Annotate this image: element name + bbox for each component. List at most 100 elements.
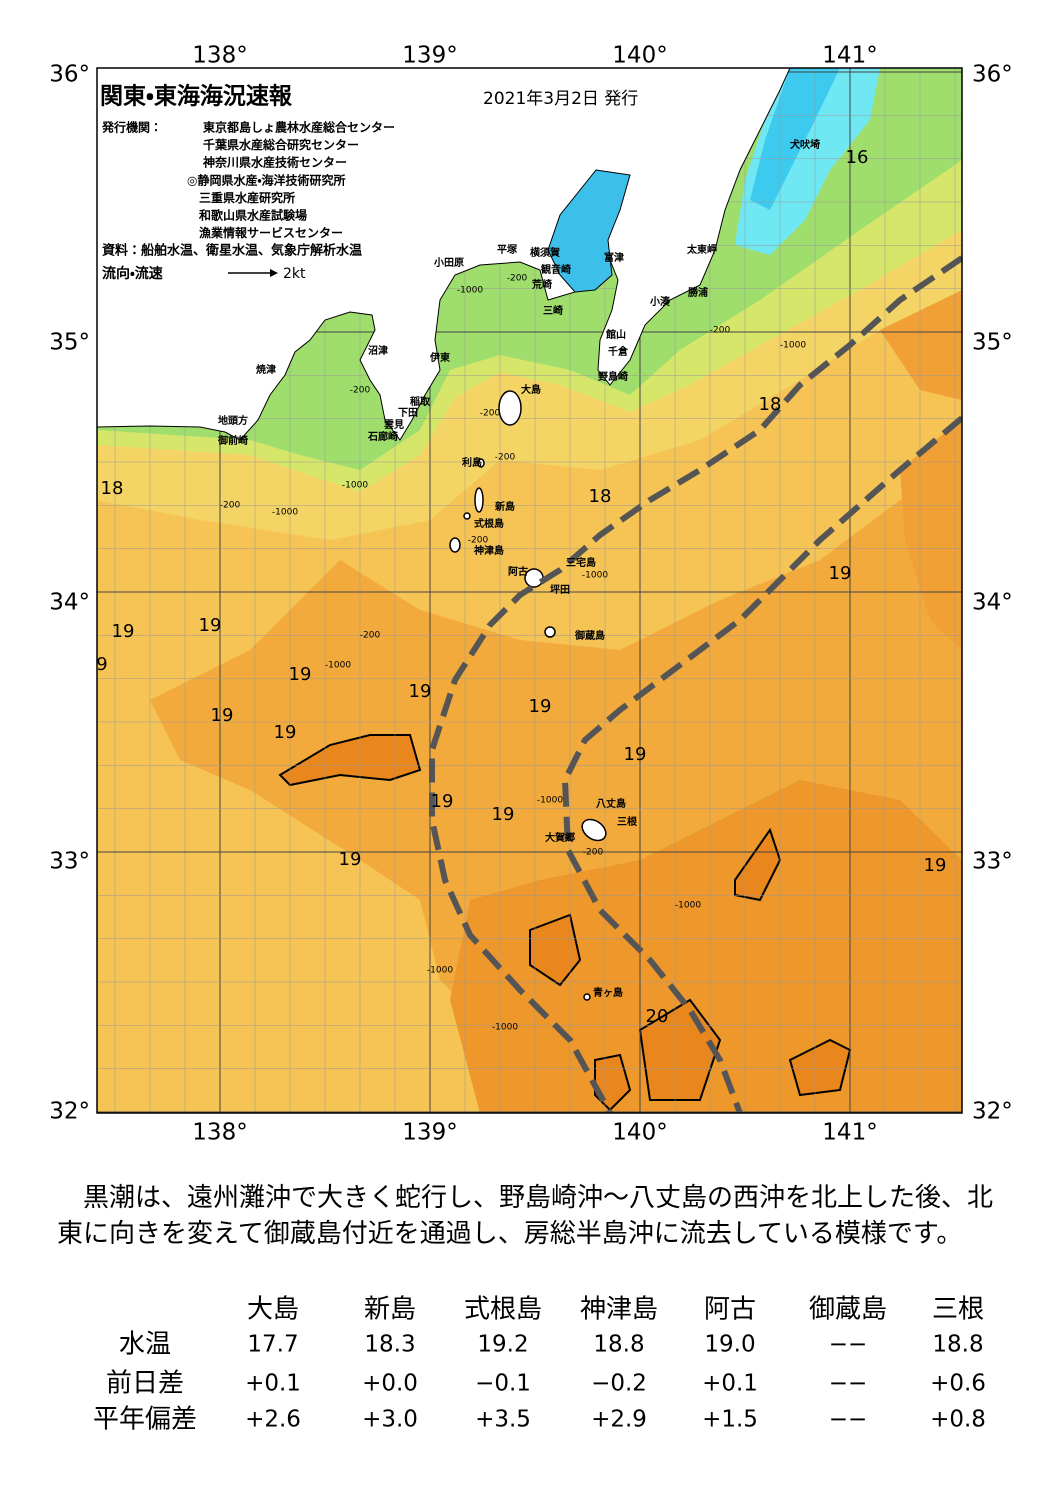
place-name: 平塚: [497, 243, 518, 256]
warm-patch: [788, 1038, 852, 1097]
table-row-label: 前日差: [106, 1369, 184, 1399]
warm-patches: [278, 734, 852, 1112]
table-cell: 19.2: [477, 1332, 528, 1358]
table-cell: +2.9: [591, 1407, 647, 1433]
description: 黒潮は、遠州灘沖で大きく蛇行し、野島崎沖～八丈島の西沖を北上した後、北東に向きを…: [57, 1183, 994, 1249]
island: [581, 818, 607, 842]
longitude-label: 138°: [192, 43, 247, 69]
latitude-label: 34°: [972, 590, 1013, 616]
depth-label: -1000: [582, 571, 608, 581]
place-name: 神津島: [473, 544, 504, 557]
place-name: 伊東: [429, 351, 450, 364]
place-name: 御蔵島: [574, 629, 605, 642]
publisher: 漁業情報サービスセンター: [199, 225, 343, 240]
place-name: 小湊: [649, 295, 671, 308]
temperature-label: 18: [589, 486, 612, 507]
place-name: 青ヶ島: [593, 986, 623, 999]
temperature-label: 19: [431, 791, 454, 812]
depth-label: -1000: [780, 341, 806, 351]
depth-label: -200: [350, 386, 371, 396]
place-name: 太東岬: [686, 243, 717, 256]
place-name: 大島: [521, 383, 541, 396]
publisher: 東京都島しょ農林水産総合センター: [203, 120, 395, 135]
place-name: 館山: [605, 328, 626, 341]
place-name: 稲取: [410, 395, 431, 408]
kuroshio: [429, 255, 962, 1113]
place-name: 三宅島: [566, 556, 596, 569]
temperature-label: 18: [759, 394, 782, 415]
latitude-label: 34°: [49, 590, 90, 616]
place-name: 大賀郷: [545, 831, 575, 844]
temperature-label: 19: [199, 615, 222, 636]
table-cell: −−: [829, 1332, 868, 1358]
place-name: 下田: [398, 407, 418, 419]
table-cell: −−: [829, 1407, 868, 1433]
table-header: 新島: [364, 1295, 416, 1325]
temperature-label: 19: [409, 681, 432, 702]
temperature-label: 19: [529, 696, 552, 717]
temperature-label: 16: [846, 147, 869, 168]
depth-label: -200: [583, 848, 604, 858]
table-cell: −0.1: [475, 1371, 531, 1397]
depth-label: -200: [710, 326, 731, 336]
table-cell: 18.3: [364, 1332, 415, 1358]
temperature-label: 19: [211, 705, 234, 726]
publisher-label: 発行機関：: [101, 120, 162, 135]
sea-dark-orange: [450, 780, 962, 1113]
depth-label: -200: [495, 453, 516, 463]
longitude-label: 141°: [822, 43, 877, 69]
longitude-label: 141°: [822, 1120, 877, 1146]
longitude-label: 138°: [192, 1120, 247, 1146]
title: 関東・東海海況速報: [100, 83, 293, 110]
temperature-label: 19: [829, 563, 852, 584]
place-name: 野島崎: [598, 370, 628, 383]
place-name: 犬吠埼: [790, 138, 820, 151]
place-name: 坪田: [550, 583, 570, 596]
sea-cyan: [735, 68, 880, 255]
temperature-label: 19: [339, 849, 362, 870]
place-name: 富津: [604, 251, 624, 264]
depth-label: -200: [220, 501, 241, 511]
island: [477, 458, 485, 468]
place-name: 三根: [617, 815, 638, 828]
sea-blue: [750, 68, 840, 210]
longitude-label: 140°: [612, 1120, 667, 1146]
islands: [449, 390, 607, 1001]
publisher: 神奈川県水産技術センター: [202, 155, 347, 170]
temperature-label: 20: [646, 1006, 669, 1027]
longitude-label: 139°: [402, 43, 457, 69]
issue-date: 2021年3月2日 発行: [483, 89, 638, 109]
place-name: 御前崎: [217, 434, 248, 447]
latitude-label: 32°: [49, 1099, 90, 1125]
place-name: 横須賀: [530, 246, 560, 259]
map-frame: [96, 67, 963, 1114]
table-cell: 18.8: [932, 1332, 983, 1358]
temperature-label: 19: [924, 855, 947, 876]
depth-label: -1000: [325, 661, 351, 671]
warm-patch: [734, 827, 782, 902]
temperature-label: 19: [112, 621, 135, 642]
table-header: 御蔵島: [809, 1295, 887, 1325]
place-name: 観音崎: [541, 263, 571, 276]
latitude-label: 33°: [972, 849, 1013, 875]
table-cell: +0.0: [362, 1371, 418, 1397]
place-name: 三崎: [543, 304, 563, 317]
island: [449, 537, 461, 553]
table-cell: +1.5: [702, 1407, 758, 1433]
land: [97, 68, 791, 441]
table-cell: −−: [829, 1371, 868, 1397]
island: [583, 993, 591, 1001]
table-cell: +0.8: [930, 1407, 986, 1433]
depth-label: -1000: [457, 286, 483, 296]
legend-arrowhead: [270, 269, 278, 277]
depth-label: -200: [480, 409, 501, 419]
table-cell: +0.1: [245, 1371, 301, 1397]
latitude-label: 36°: [972, 62, 1013, 88]
table-header: 阿古: [704, 1295, 756, 1325]
island: [498, 390, 522, 426]
longitude-label: 139°: [402, 1120, 457, 1146]
table-cell: 18.8: [593, 1332, 644, 1358]
table-cell: +3.5: [475, 1407, 531, 1433]
temperature-label: 19: [492, 804, 515, 825]
